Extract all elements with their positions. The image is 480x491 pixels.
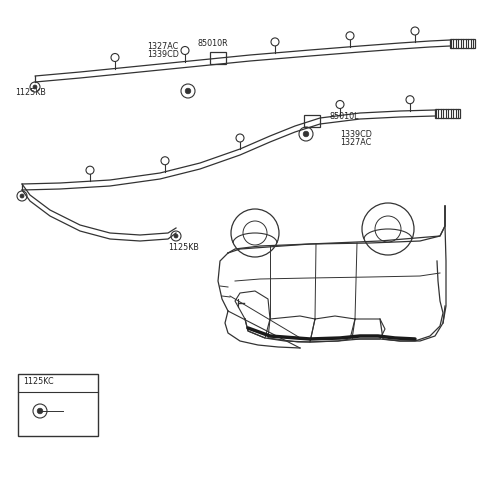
Bar — [450, 38, 475, 48]
Text: 85010R: 85010R — [198, 39, 228, 48]
Circle shape — [303, 131, 309, 137]
Circle shape — [185, 88, 191, 94]
Bar — [304, 114, 320, 127]
Text: 1125KB: 1125KB — [168, 243, 199, 252]
Circle shape — [37, 408, 43, 414]
Text: 1339CD: 1339CD — [147, 50, 179, 59]
Text: 85010L: 85010L — [330, 112, 360, 121]
Circle shape — [20, 194, 24, 198]
Bar — [435, 109, 460, 117]
Bar — [435, 109, 460, 117]
Bar — [18, 374, 98, 436]
Text: 1125KB: 1125KB — [15, 88, 46, 97]
Bar — [210, 52, 226, 64]
Circle shape — [174, 234, 178, 238]
Text: 1125KC: 1125KC — [23, 377, 54, 386]
Text: 1327AC: 1327AC — [147, 42, 178, 51]
Bar — [450, 38, 475, 48]
Text: 1339CD: 1339CD — [340, 130, 372, 139]
Circle shape — [33, 85, 37, 89]
Text: 1327AC: 1327AC — [340, 138, 371, 147]
